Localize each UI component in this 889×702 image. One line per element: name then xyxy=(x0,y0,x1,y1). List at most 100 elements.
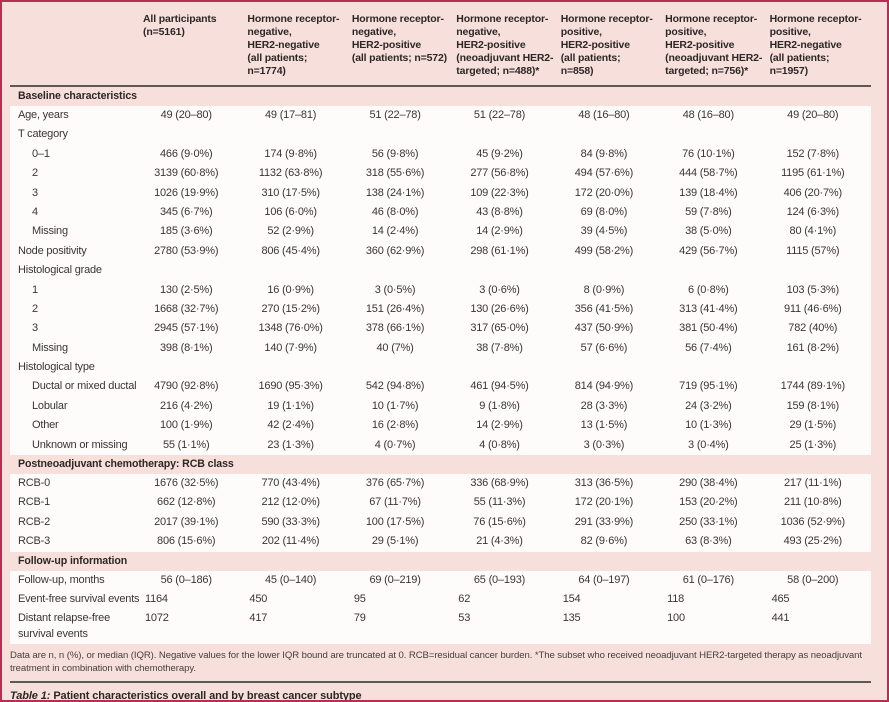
value-cell: 911 (46·6%) xyxy=(784,302,842,315)
row-label: Histological grade xyxy=(18,264,102,277)
value-cell: 2780 (53·9%) xyxy=(154,244,219,257)
row-label: Unknown or missing xyxy=(32,438,128,451)
value-cell: 782 (40%) xyxy=(788,322,838,335)
value-cell: 172 (20·1%) xyxy=(574,496,634,509)
row-label: Histological type xyxy=(18,361,95,374)
table-row: 3 1026 (19·9%) 310 (17·5%) 138 (24·1%) 109 (… xyxy=(10,183,871,203)
value-cell xyxy=(767,263,871,278)
value-cell: 161 (8·2%) xyxy=(786,341,840,354)
row-label: Missing xyxy=(32,225,68,238)
value-cell: 317 (65·0%) xyxy=(470,322,529,335)
value-cell: 39 (4·5%) xyxy=(580,225,628,238)
value-cell: 441 xyxy=(771,612,790,625)
value-cell: 406 (20·7%) xyxy=(783,186,843,199)
table-row: Histological type xyxy=(10,358,871,378)
value-cell: 806 (15·6%) xyxy=(157,535,216,548)
value-cell: 40 (7%) xyxy=(376,341,414,354)
value-cell: 202 (11·4%) xyxy=(261,535,320,548)
value-cell: 51 (22–78) xyxy=(369,109,421,121)
value-cell: 3139 (60·8%) xyxy=(154,167,219,180)
value-cell: 63 (8·3%) xyxy=(685,535,732,548)
value-cell: 185 (3·6%) xyxy=(160,225,213,238)
value-cell: 79 xyxy=(353,612,366,625)
value-cell: 212 (12·0%) xyxy=(261,496,320,509)
header-rule xyxy=(10,85,871,87)
value-cell: 437 (50·9%) xyxy=(574,322,634,335)
value-cell: 499 (58·2%) xyxy=(574,244,634,257)
value-cell: 154 xyxy=(562,592,581,605)
value-cell xyxy=(558,127,662,142)
value-cell: 151 (26·4%) xyxy=(365,302,425,315)
value-cell: 1668 (32·7%) xyxy=(154,302,219,315)
value-cell: 14 (2·9%) xyxy=(476,225,523,238)
value-cell: 378 (66·1%) xyxy=(365,322,425,335)
value-cell: 318 (55·6%) xyxy=(365,167,425,180)
value-cell: 100 (17·5%) xyxy=(365,515,425,528)
value-cell: 4 (0·8%) xyxy=(479,438,520,451)
value-cell: 250 (33·1%) xyxy=(679,515,738,528)
value-cell xyxy=(558,360,662,375)
value-cell: 172 (20·0%) xyxy=(574,186,634,199)
column-header: Hormone receptor- positive, HER2-positiv… xyxy=(560,13,653,77)
value-cell: 376 (65·7%) xyxy=(365,477,425,490)
value-cell: 56 (0–186) xyxy=(160,573,212,586)
value-cell: 23 (1·3%) xyxy=(267,438,314,451)
row-label: Lobular xyxy=(32,399,68,412)
value-cell: 103 (5·3%) xyxy=(786,283,840,296)
table-row: RCB-2 2017 (39·1%) 590 (33·3%) 100 (17·5%) 7… xyxy=(10,512,871,533)
value-cell: 124 (6·3%) xyxy=(786,205,840,218)
value-cell: 1164 xyxy=(145,592,168,605)
value-cell: 42 (2·4%) xyxy=(267,419,314,432)
value-cell: 152 (7·8%) xyxy=(786,147,840,160)
value-cell: 55 (1·1%) xyxy=(162,438,210,451)
value-cell: 130 (26·6%) xyxy=(470,302,529,315)
value-cell: 9 (1·8%) xyxy=(479,399,520,412)
value-cell: 38 (5·0%) xyxy=(685,225,732,238)
caption-rule xyxy=(10,681,871,684)
column-header: Hormone receptor- positive, HER2-positiv… xyxy=(665,13,763,77)
value-cell: 313 (41·4%) xyxy=(679,302,738,315)
value-cell: 8 (0·9%) xyxy=(583,283,625,296)
value-cell: 277 (56·8%) xyxy=(470,167,529,180)
value-cell: 69 (0–219) xyxy=(369,573,421,586)
value-cell: 2945 (57·1%) xyxy=(154,322,219,335)
value-cell: 59 (7·8%) xyxy=(685,205,732,218)
value-cell: 43 (8·8%) xyxy=(476,205,523,218)
value-cell: 48 (16–80) xyxy=(682,109,734,121)
table-row: 1 130 (2·5%) 16 (0·9%) 3 (0·5%) 3 (0·6%) 8 (0… xyxy=(10,280,871,300)
value-cell: 1744 (89·1%) xyxy=(780,380,845,393)
value-cell: 48 (16–80) xyxy=(578,109,630,121)
table-row: Other 100 (1·9%) 42 (2·4%) 16 (2·8%) 14 (2·9… xyxy=(10,416,871,436)
value-cell: 461 (94·5%) xyxy=(470,380,529,393)
table-row: RCB-0 1676 (32·5%) 770 (43·4%) 376 (65·7%) 3… xyxy=(10,474,871,494)
value-cell: 49 (20–80) xyxy=(787,109,839,121)
value-cell: 417 xyxy=(249,612,268,625)
value-cell xyxy=(453,360,557,375)
value-cell: 45 (9·2%) xyxy=(476,147,523,160)
table-row: T category xyxy=(10,125,871,145)
value-cell xyxy=(140,360,244,375)
row-label: 0–1 xyxy=(32,147,50,160)
value-cell xyxy=(349,263,453,278)
row-label: RCB-1 xyxy=(18,496,51,509)
row-label: Distant relapse-free survival events xyxy=(18,612,110,640)
value-cell: 14 (2·4%) xyxy=(371,225,419,238)
value-cell: 381 (50·4%) xyxy=(679,322,738,335)
value-cell: 360 (62·9%) xyxy=(365,244,425,257)
value-cell: 216 (4·2%) xyxy=(160,399,213,412)
value-cell: 1036 (52·9%) xyxy=(780,515,845,528)
value-cell: 29 (1·5%) xyxy=(789,419,837,432)
table-footnote: Data are n, n (%), or median (IQR). Nega… xyxy=(10,649,862,674)
table-caption: Table 1: Patient characteristics overall… xyxy=(10,683,871,700)
row-label: RCB-3 xyxy=(18,535,51,548)
value-cell: 38 (7·8%) xyxy=(476,341,523,354)
column-header: All participants (n=5161) xyxy=(143,13,217,38)
value-cell: 291 (33·9%) xyxy=(574,515,634,528)
value-cell: 6 (0·8%) xyxy=(688,283,729,296)
value-cell: 109 (22·3%) xyxy=(470,186,529,199)
value-cell: 58 (0–200) xyxy=(787,573,839,586)
value-cell: 3 (0·3%) xyxy=(583,438,625,451)
row-label: 4 xyxy=(32,205,38,218)
